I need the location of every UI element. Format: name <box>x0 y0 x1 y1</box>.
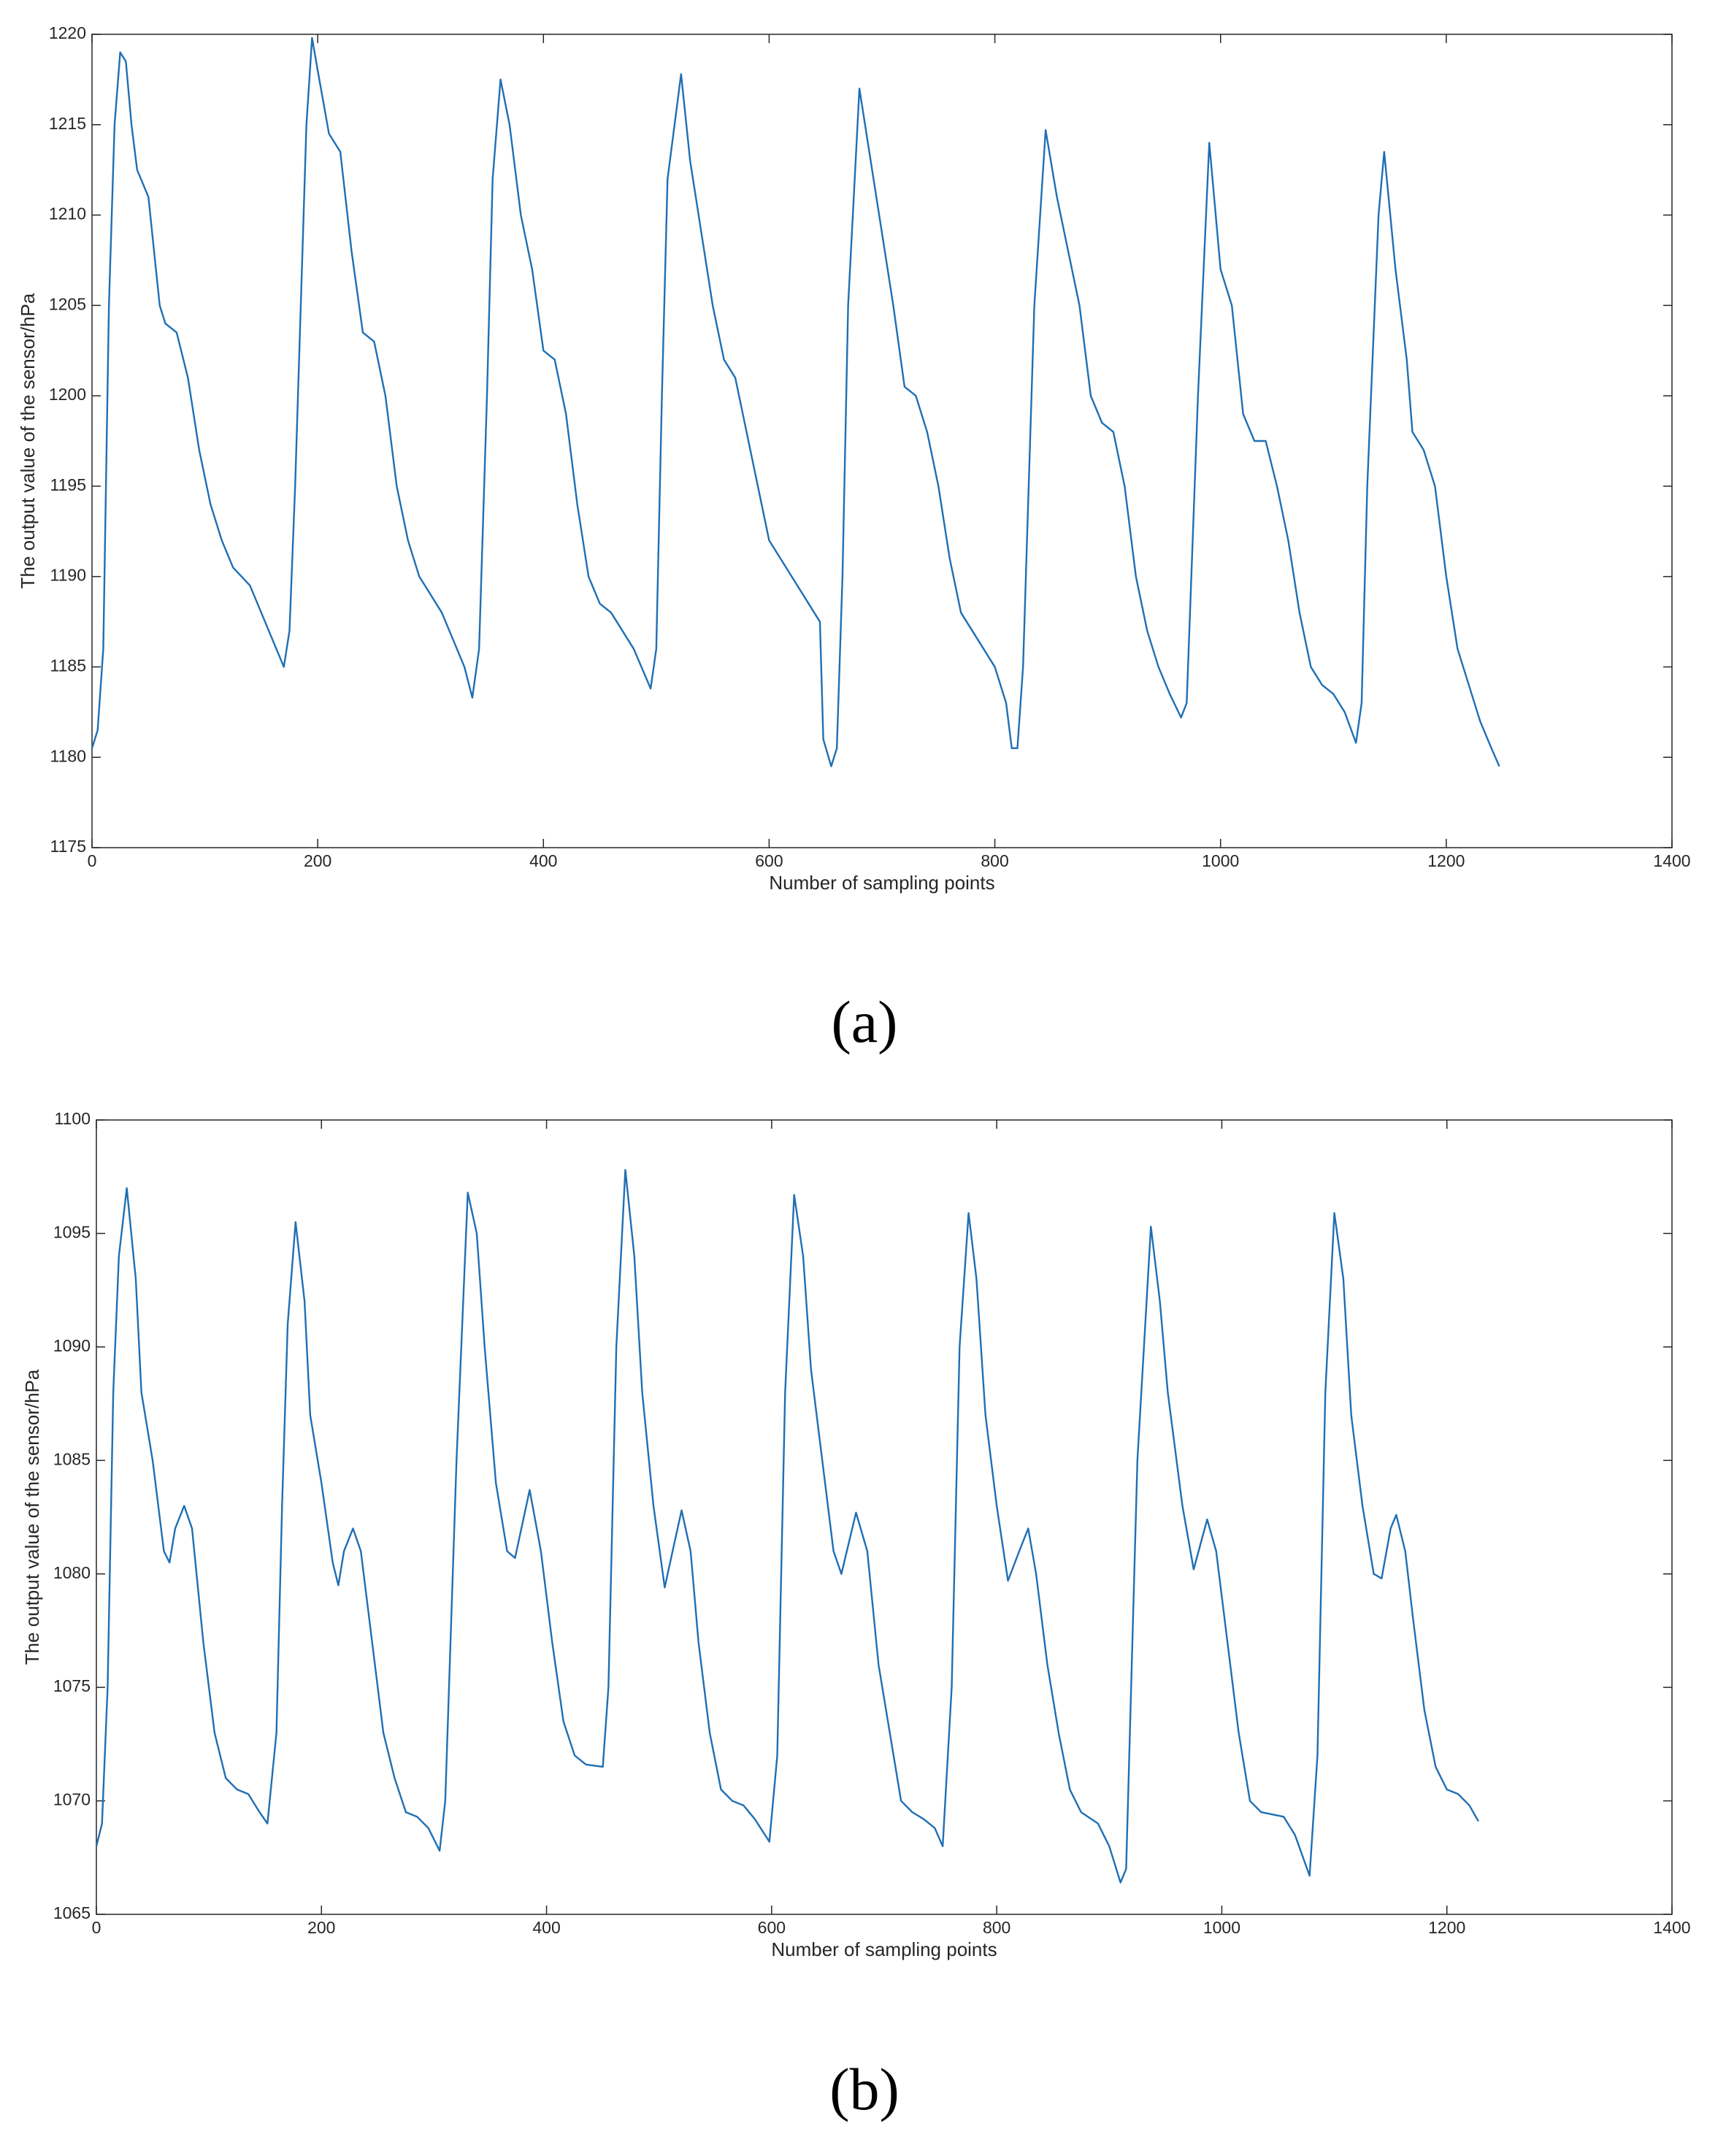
y-tick-label: 1065 <box>53 1903 91 1922</box>
data-line <box>91 37 1500 767</box>
x-tick-label: 400 <box>529 851 557 870</box>
y-tick-label: 1175 <box>50 837 86 856</box>
x-tick-label: 1400 <box>1653 1918 1690 1937</box>
x-tick-label: 400 <box>532 1918 560 1937</box>
x-tick-label: 800 <box>983 1918 1010 1937</box>
y-tick-label: 1180 <box>50 746 86 765</box>
y-tick-label: 1220 <box>49 23 86 42</box>
data-line <box>95 1169 1479 1884</box>
plot-area <box>96 1119 1673 1915</box>
y-tick-label: 1075 <box>53 1676 91 1695</box>
x-axis-label: Number of sampling points <box>771 1938 997 1960</box>
y-tick-label: 1215 <box>49 114 86 133</box>
x-tick-label: 1000 <box>1203 1918 1240 1937</box>
y-tick-label: 1085 <box>53 1449 91 1468</box>
y-tick-label: 1205 <box>49 294 86 313</box>
x-tick-label: 0 <box>92 1918 101 1937</box>
y-tick-label: 1185 <box>50 656 86 675</box>
x-tick-label: 1000 <box>1202 851 1239 870</box>
x-tick-label: 200 <box>304 851 331 870</box>
x-tick-label: 1200 <box>1428 1918 1465 1937</box>
x-tick-label: 200 <box>307 1918 335 1937</box>
x-tick-label: 600 <box>758 1918 786 1937</box>
caption: (b) <box>829 2056 900 2122</box>
y-axis-label: The output value of the sensor/hPa <box>21 1369 43 1665</box>
x-axis-label: Number of sampling points <box>769 872 994 894</box>
caption: (a) <box>831 989 897 1055</box>
y-tick-label: 1095 <box>53 1223 91 1242</box>
x-tick-label: 0 <box>88 851 97 870</box>
y-tick-label: 1080 <box>53 1563 91 1582</box>
y-axis-label: The output value of the sensor/hPa <box>17 293 39 588</box>
y-tick-label: 1195 <box>50 475 86 494</box>
y-tick-label: 1190 <box>50 566 86 585</box>
x-tick-label: 600 <box>755 851 783 870</box>
y-tick-label: 1100 <box>55 1109 91 1128</box>
x-tick-label: 1200 <box>1427 851 1465 870</box>
x-tick-label: 1400 <box>1653 851 1690 870</box>
y-tick-label: 1200 <box>49 385 86 404</box>
y-tick-label: 1070 <box>53 1790 91 1809</box>
x-tick-label: 800 <box>981 851 1008 870</box>
y-tick-label: 1090 <box>53 1336 91 1355</box>
plot-area <box>91 34 1673 848</box>
y-tick-label: 1210 <box>49 204 86 223</box>
